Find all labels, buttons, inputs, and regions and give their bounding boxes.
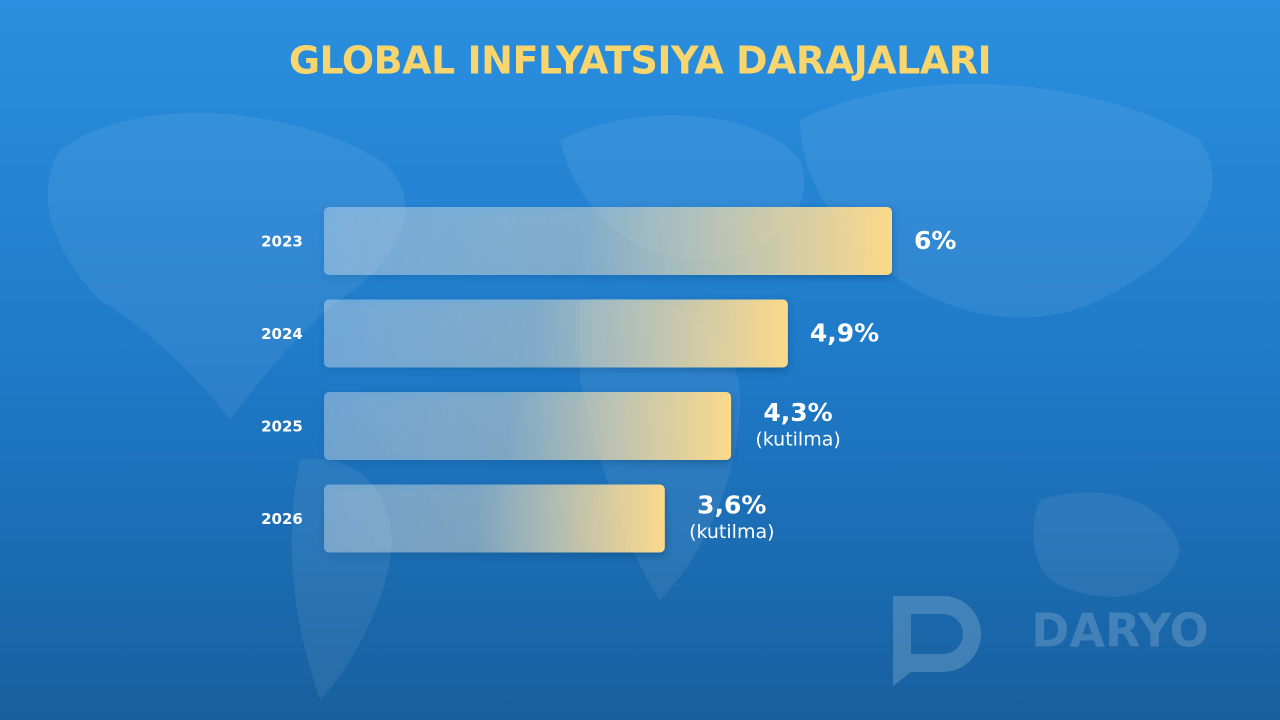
category-label: 2023 <box>261 233 303 251</box>
chart-title: GLOBAL INFLYATSIYA DARAJALARI <box>289 39 991 83</box>
watermark: DARYO <box>1031 604 1208 658</box>
bar <box>324 484 665 553</box>
bar <box>324 392 732 460</box>
category-label: 2024 <box>261 325 303 343</box>
value-note: (kutilma) <box>689 521 774 543</box>
value-label: 4,9% <box>810 319 879 348</box>
watermark-logo <box>893 596 981 686</box>
value-label: 3,6% <box>697 491 766 520</box>
value-note: (kutilma) <box>755 429 840 451</box>
value-label: 6% <box>914 226 956 255</box>
value-label: 4,3% <box>763 398 832 427</box>
category-label: 2026 <box>261 510 303 528</box>
category-label: 2025 <box>261 418 303 436</box>
bar <box>324 299 788 368</box>
world-map <box>47 83 1213 700</box>
bar <box>324 207 892 275</box>
